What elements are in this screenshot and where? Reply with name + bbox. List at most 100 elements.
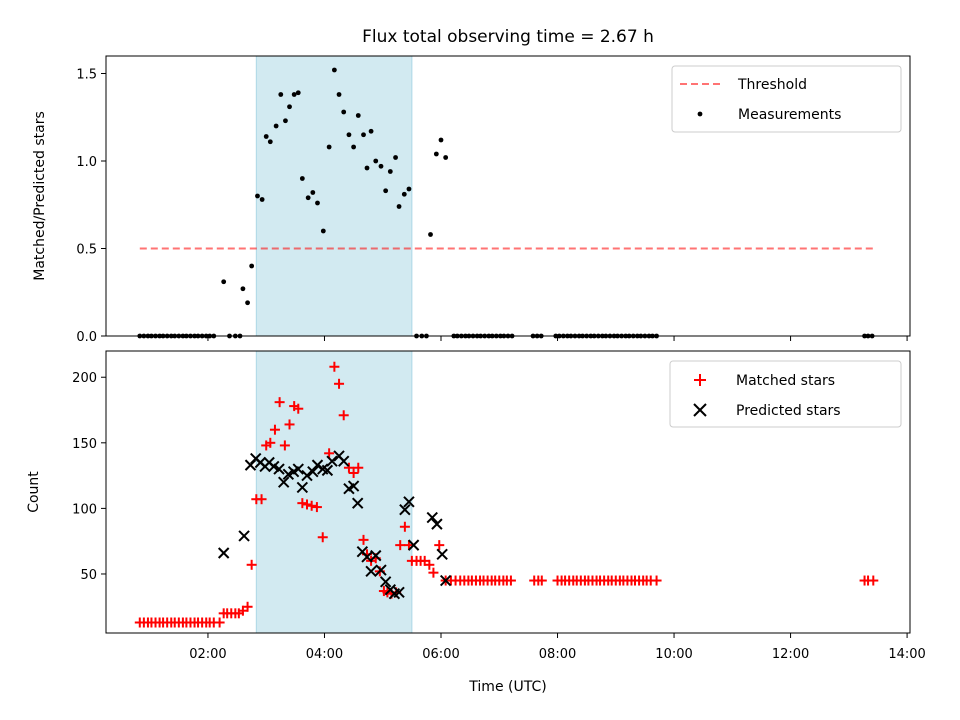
matched-star-point — [317, 532, 328, 543]
legend-threshold-label: Threshold — [737, 77, 807, 93]
measurement-point — [351, 144, 357, 150]
y-tick-label: 50 — [80, 568, 97, 583]
predicted-star-point — [393, 586, 405, 599]
matched-star-point — [536, 575, 547, 586]
predicted-star-point — [403, 496, 415, 508]
matched-star-point — [302, 499, 312, 510]
measurement-point — [401, 191, 407, 197]
matched-star-point — [269, 424, 280, 435]
bottom-y-axis-label: Count — [26, 471, 42, 513]
predicted-star-point — [426, 511, 438, 524]
x-tick-label: 02:00 — [189, 647, 226, 662]
predicted-star-point — [273, 463, 285, 475]
top-y-axis-label: Matched/Predicted stars — [32, 111, 48, 281]
matched-star-point — [395, 540, 406, 551]
matched-star-point — [246, 559, 257, 570]
shaded-span — [255, 55, 413, 337]
predicted-star-point — [431, 518, 443, 530]
matched-star-point — [297, 498, 308, 509]
measurement-point — [387, 169, 393, 174]
bottom-legend-box — [669, 360, 902, 428]
measurement-point — [355, 113, 361, 118]
x-tick-label: 04:00 — [306, 647, 343, 662]
top-y-ticks: 0.0 0.5 1.0 1.5 — [76, 68, 106, 345]
matched-star-point — [434, 540, 445, 551]
measurement-point — [310, 190, 316, 195]
measurement-point — [364, 165, 370, 171]
matched-star-point — [214, 617, 225, 628]
y-tick-label: 0.5 — [76, 243, 97, 258]
y-tick-label: 150 — [72, 437, 97, 452]
y-tick-label: 0.0 — [76, 330, 97, 345]
bottom-axes-frame — [105, 350, 911, 634]
x-tick-label: 12:00 — [772, 647, 809, 662]
x-axis-label: Time (UTC) — [468, 679, 546, 695]
matched-star-point — [279, 440, 290, 451]
predicted-star-point — [361, 551, 373, 563]
legend-matched-swatch — [694, 374, 706, 386]
measurement-point — [336, 92, 342, 97]
y-tick-label: 1.5 — [76, 68, 97, 83]
predicted-star-point — [379, 576, 392, 588]
measurement-point — [267, 139, 273, 145]
top-axes-frame — [105, 55, 911, 337]
measurement-point — [240, 286, 246, 292]
matched-star-point — [424, 559, 435, 570]
y-tick-label: 200 — [72, 371, 97, 386]
measurement-point — [341, 109, 347, 115]
matched-star-point — [505, 575, 516, 586]
top-legend-box — [671, 65, 902, 133]
measurement-point — [406, 186, 412, 192]
matched-star-point — [358, 534, 369, 545]
matched-star-point — [428, 567, 439, 578]
measurement-point — [291, 92, 297, 97]
measurement-point — [255, 193, 260, 199]
y-tick-label: 1.0 — [76, 155, 97, 170]
matched-star-point — [343, 462, 354, 473]
measurement-point — [320, 228, 326, 234]
matched-star-point — [868, 575, 879, 586]
chart-title: Flux total observing time = 2.67 h — [362, 27, 654, 47]
bottom-panel: 50 100 150 200 02:00 04:00 06:00 08:00 10:00 12:… — [26, 350, 926, 695]
bottom-y-ticks: 50 100 150 200 — [72, 371, 106, 583]
predicted-star-points — [217, 450, 452, 600]
predicted-star-point — [217, 547, 230, 559]
predicted-star-point — [337, 455, 350, 467]
measurement-point — [443, 155, 449, 160]
matched-star-point — [353, 462, 364, 473]
legend-predicted-swatch — [693, 403, 707, 417]
measurement-point — [361, 132, 366, 138]
measurement-point — [299, 176, 305, 181]
predicted-star-point — [296, 481, 309, 494]
matched-star-point — [399, 521, 410, 532]
x-tick-label: 14:00 — [888, 647, 925, 662]
predicted-star-point — [326, 455, 338, 467]
measurement-point — [245, 300, 250, 306]
matched-star-point — [329, 361, 340, 372]
predicted-star-point — [292, 463, 304, 475]
legend-matched-label: Matched stars — [736, 373, 835, 389]
top-x-ticks — [207, 336, 908, 341]
legend-measurements-swatch — [697, 111, 703, 117]
measurement-point — [383, 188, 389, 194]
predicted-star-point — [365, 565, 377, 578]
predicted-star-point — [407, 539, 420, 551]
measurement-point — [259, 197, 265, 202]
x-tick-label: 08:00 — [539, 647, 576, 662]
measurement-point — [393, 155, 398, 160]
predicted-star-point — [370, 549, 382, 562]
predicted-star-point — [307, 465, 319, 478]
measurement-point — [346, 132, 352, 138]
measurement-point — [273, 123, 279, 129]
matched-star-point — [651, 575, 662, 586]
y-tick-label: 100 — [72, 502, 97, 517]
measurement-point — [396, 204, 402, 209]
measurement-point — [378, 163, 384, 169]
measurement-point — [433, 151, 439, 157]
measurement-point — [438, 137, 444, 143]
measurement-point — [221, 279, 227, 285]
bottom-x-ticks: 02:00 04:00 06:00 08:00 10:00 12:00 14:00 — [189, 633, 926, 662]
legend-measurements-label: Measurements — [738, 107, 841, 123]
predicted-star-point — [436, 548, 448, 561]
